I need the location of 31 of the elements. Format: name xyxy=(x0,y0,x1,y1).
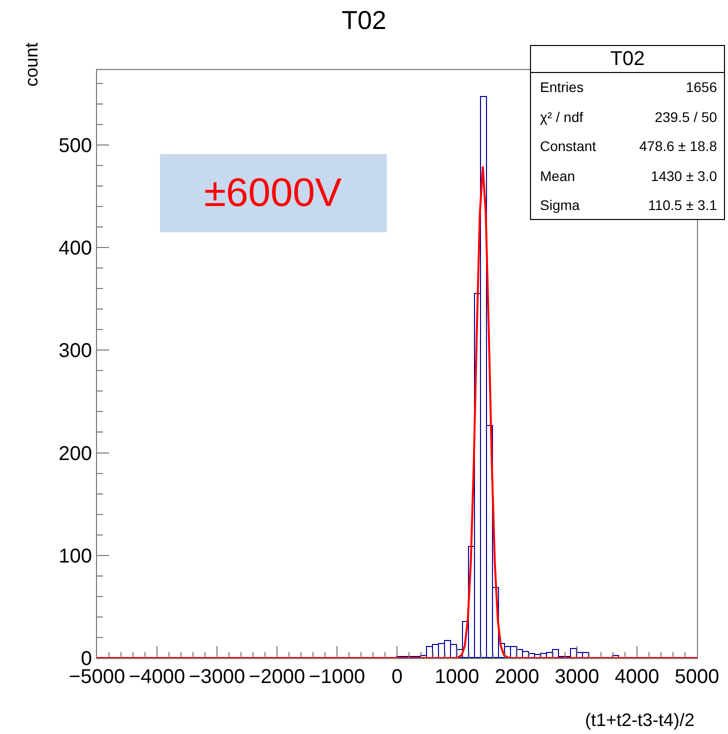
y-tick-label: 300 xyxy=(58,340,92,362)
x-axis-title: (t1+t2-t3-t4)/2 xyxy=(585,710,695,730)
annotation: Sigma xyxy=(540,196,580,216)
x-tick-label: 1000 xyxy=(434,666,480,688)
y-tick-label: 400 xyxy=(58,238,92,260)
annotation: 1430 ± 3.0 xyxy=(650,166,717,186)
y-tick-label: 500 xyxy=(58,134,92,157)
annotation: 1656 xyxy=(686,78,717,97)
annotation: Mean xyxy=(540,166,576,186)
x-tick-label: −1000 xyxy=(308,666,366,688)
x-tick-label: −3000 xyxy=(188,666,246,688)
x-tick-label: 3000 xyxy=(554,666,600,688)
annotation: χ² / ndf xyxy=(540,108,584,127)
annotation: 239.5 / 50 xyxy=(654,108,717,127)
y-tick-label: 100 xyxy=(58,545,92,568)
x-tick-label: 0 xyxy=(391,666,403,688)
annotation: 478.6 ± 18.8 xyxy=(639,137,717,156)
y-tick-label: 200 xyxy=(58,442,92,465)
x-tick-label: 5000 xyxy=(674,666,720,688)
x-tick-label: 4000 xyxy=(614,666,660,688)
x-tick-label: −4000 xyxy=(128,666,186,688)
annotation: T02 xyxy=(531,46,724,73)
annotation: Constant xyxy=(540,137,596,156)
annotation: 110.5 ± 3.1 xyxy=(648,196,717,216)
annotation: ±6000V xyxy=(204,171,342,215)
annotation: Entries xyxy=(540,78,584,97)
chart-title: T02 xyxy=(342,5,386,36)
x-tick-label: −2000 xyxy=(248,666,306,688)
line-series xyxy=(97,165,697,658)
y-axis-title: count xyxy=(21,42,42,87)
x-tick-label: 2000 xyxy=(494,666,540,688)
